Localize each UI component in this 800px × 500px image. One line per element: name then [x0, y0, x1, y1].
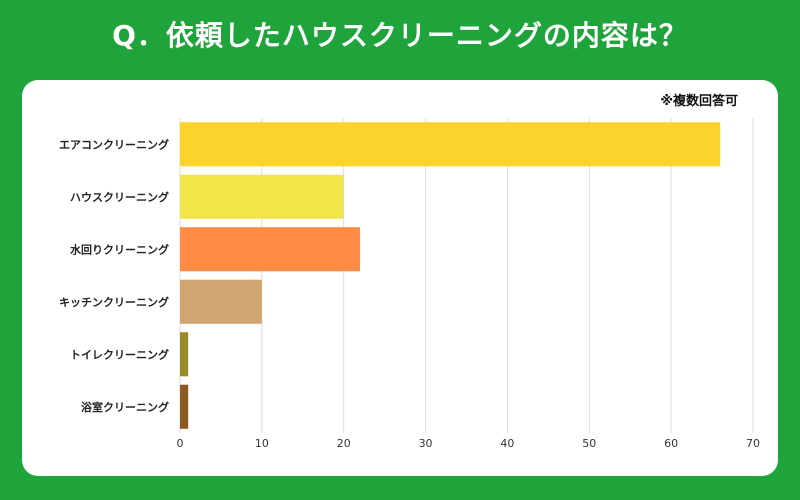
x-tick-label: 40 [500, 437, 514, 450]
x-tick-label: 30 [419, 437, 433, 450]
x-tick-label: 0 [177, 437, 184, 450]
category-label: 浴室クリーニング [81, 400, 169, 414]
category-label: 水回りクリーニング [70, 242, 169, 256]
bar [180, 384, 189, 429]
category-label: エアコンクリーニング [59, 137, 169, 151]
bar [180, 279, 262, 324]
x-tick-label: 70 [746, 437, 760, 450]
bar [180, 174, 344, 219]
x-tick-label: 20 [337, 437, 351, 450]
x-tick-label: 60 [664, 437, 678, 450]
multiple-answer-note: ※複数回答可 [660, 94, 738, 109]
category-label: ハウスクリーニング [70, 190, 169, 204]
bar [180, 332, 189, 377]
x-tick-label: 50 [582, 437, 596, 450]
bar [180, 122, 721, 167]
bar [180, 227, 361, 272]
chart-card: ※複数回答可 0 10 20 30 40 50 60 70 エアコンクリーニングハウスクリーニン… [22, 80, 778, 476]
category-label: キッチンクリーニング [59, 295, 169, 309]
bar-chart: 0 10 20 30 40 50 60 70 エアコンクリーニングハウスクリーニング水回りクリー… [59, 118, 760, 450]
chart-title: Q．依頼したハウスクリーニングの内容は？ [112, 19, 688, 52]
x-tick-label: 10 [255, 437, 269, 450]
category-label: トイレクリーニング [70, 347, 169, 361]
